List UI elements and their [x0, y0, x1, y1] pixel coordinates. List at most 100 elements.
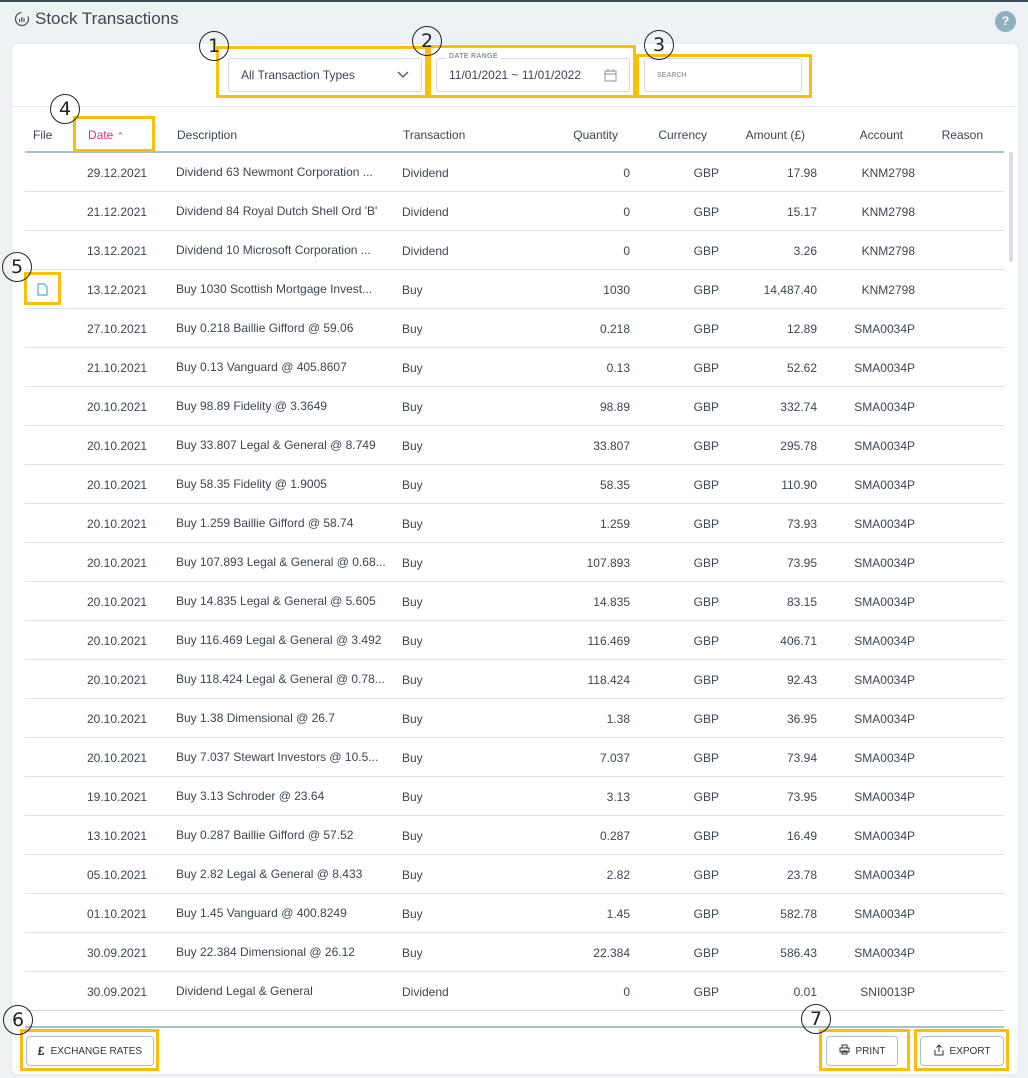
transaction-currency: GBP: [693, 283, 719, 297]
transaction-type: Buy: [402, 868, 423, 882]
transaction-quantity: 107.893: [586, 556, 630, 570]
table-row[interactable]: 05.10.2021 Buy 2.82 Legal & General @ 8.4…: [25, 855, 1004, 894]
table-scrollbar[interactable]: [1009, 152, 1013, 262]
transaction-type-select[interactable]: All Transaction Types: [228, 58, 422, 92]
transaction-type: Buy: [402, 517, 423, 531]
annotation-box-7b: [914, 1029, 1009, 1071]
transaction-date: 05.10.2021: [87, 868, 148, 882]
transaction-quantity: 0.287: [599, 829, 630, 843]
table-row[interactable]: 21.12.2021 Dividend 84 Royal Dutch Shell …: [25, 192, 1004, 231]
annotation-box-3: [636, 54, 812, 98]
transaction-quantity: 118.424: [587, 673, 631, 687]
transaction-currency: GBP: [693, 166, 719, 180]
pound-icon: £: [37, 1044, 45, 1058]
transaction-description: Buy 1.45 Vanguard @ 400.8249: [176, 905, 347, 920]
print-button[interactable]: PRINT: [826, 1036, 898, 1066]
table-row[interactable]: 13.12.2021 Buy 1030 Scottish Mortgage Inv…: [25, 270, 1004, 309]
column-amount[interactable]: Amount (£): [745, 128, 805, 142]
table-row[interactable]: 19.10.2021 Buy 3.13 Schroder @ 23.64 Buy 3.…: [25, 777, 1004, 816]
table-row[interactable]: 30.09.2021 Buy 22.384 Dimensional @ 26.12…: [25, 933, 1004, 972]
transaction-date: 20.10.2021: [87, 439, 148, 453]
table-row[interactable]: 13.12.2021 Dividend 10 Microsoft Corporat…: [25, 231, 1004, 270]
transaction-account: KNM2798: [861, 205, 915, 219]
transaction-account: SMA0034P: [854, 634, 915, 648]
transaction-currency: GBP: [693, 829, 719, 843]
column-account[interactable]: Account: [859, 128, 903, 142]
transaction-type: Buy: [402, 400, 423, 414]
transaction-amount: 73.93: [786, 517, 817, 531]
chevron-down-icon: [397, 71, 409, 78]
file-icon[interactable]: [37, 283, 48, 299]
transaction-date: 29.12.2021: [87, 166, 148, 180]
transaction-account: SMA0034P: [854, 361, 915, 375]
date-range-input[interactable]: DATE RANGE 11/01/2021 ~ 11/01/2022: [436, 53, 630, 92]
help-icon[interactable]: ?: [995, 11, 1016, 32]
transaction-date: 20.10.2021: [87, 556, 148, 570]
search-input[interactable]: SEARCH: [644, 58, 802, 92]
table-row[interactable]: 21.10.2021 Buy 0.13 Vanguard @ 405.8607 Bu…: [25, 348, 1004, 387]
transaction-amount: 92.43: [786, 673, 817, 687]
transaction-type: Buy: [402, 946, 423, 960]
export-button[interactable]: EXPORT: [920, 1036, 1004, 1066]
column-currency[interactable]: Currency: [658, 128, 707, 142]
transaction-date: 20.10.2021: [87, 400, 148, 414]
transaction-amount: 332.74: [780, 400, 817, 414]
transaction-date: 20.10.2021: [87, 712, 148, 726]
column-quantity[interactable]: Quantity: [573, 128, 618, 142]
transaction-date: 13.12.2021: [87, 244, 148, 258]
transaction-description: Buy 118.424 Legal & General @ 0.78...: [176, 671, 385, 686]
transaction-date: 13.12.2021: [87, 283, 148, 297]
transaction-account: SMA0034P: [854, 868, 915, 882]
filter-divider: [12, 106, 1018, 107]
transaction-type: Buy: [402, 634, 423, 648]
table-row[interactable]: 20.10.2021 Buy 1.259 Baillie Gifford @ 58…: [25, 504, 1004, 543]
table-row[interactable]: 20.10.2021 Buy 58.35 Fidelity @ 1.9005 Buy…: [25, 465, 1004, 504]
table-row[interactable]: 20.10.2021 Buy 118.424 Legal & General @ …: [25, 660, 1004, 699]
transaction-description: Buy 2.82 Legal & General @ 8.433: [176, 866, 363, 881]
annotation-number-7: 7: [801, 1004, 831, 1034]
table-row[interactable]: 27.10.2021 Buy 0.218 Baillie Gifford @ 59…: [25, 309, 1004, 348]
table-row[interactable]: 30.09.2021 Dividend Legal & General Divide…: [25, 972, 1004, 1011]
transaction-quantity: 1.259: [599, 517, 630, 531]
table-row[interactable]: 20.10.2021 Buy 33.807 Legal & General @ 8…: [25, 426, 1004, 465]
transaction-currency: GBP: [693, 517, 719, 531]
transaction-amount: 3.26: [793, 244, 817, 258]
transaction-amount: 14,487.40: [763, 283, 817, 297]
table-row[interactable]: 29.12.2021 Dividend 63 Newmont Corporatio…: [25, 153, 1004, 192]
column-reason[interactable]: Reason: [941, 128, 983, 142]
transaction-account: SMA0034P: [854, 322, 915, 336]
table-row[interactable]: 20.10.2021 Buy 116.469 Legal & General @ …: [25, 621, 1004, 660]
table-row[interactable]: 20.10.2021 Buy 14.835 Legal & General @ 5…: [25, 582, 1004, 621]
transaction-description: Buy 1.38 Dimensional @ 26.7: [176, 710, 335, 725]
table-row[interactable]: 01.10.2021 Buy 1.45 Vanguard @ 400.8249 Bu…: [25, 894, 1004, 933]
table-row[interactable]: 20.10.2021 Buy 98.89 Fidelity @ 3.3649 Buy…: [25, 387, 1004, 426]
transaction-currency: GBP: [693, 205, 719, 219]
annotation-box-7a: [819, 1029, 910, 1071]
transaction-currency: GBP: [693, 673, 719, 687]
transaction-description: Dividend 10 Microsoft Corporation ...: [176, 242, 371, 257]
transaction-description: Buy 0.13 Vanguard @ 405.8607: [176, 359, 347, 374]
calendar-icon[interactable]: [604, 68, 617, 82]
table-row[interactable]: 20.10.2021 Buy 1.38 Dimensional @ 26.7 Buy…: [25, 699, 1004, 738]
table-row[interactable]: 13.10.2021 Buy 0.287 Baillie Gifford @ 57…: [25, 816, 1004, 855]
table-row[interactable]: 20.10.2021 Buy 7.037 Stewart Investors @ …: [25, 738, 1004, 777]
transaction-quantity: 0: [623, 166, 630, 180]
transaction-amount: 16.49: [786, 829, 817, 843]
transaction-type: Buy: [402, 283, 423, 297]
transaction-type: Buy: [402, 322, 423, 336]
column-transaction[interactable]: Transaction: [403, 128, 466, 142]
column-file: File: [33, 128, 53, 142]
transaction-date: 20.10.2021: [87, 673, 148, 687]
column-description[interactable]: Description: [177, 128, 238, 142]
transaction-type: Buy: [402, 790, 423, 804]
exchange-rates-button[interactable]: £ EXCHANGE RATES: [26, 1036, 154, 1066]
transaction-account: SMA0034P: [854, 907, 915, 921]
annotation-box-1: [216, 46, 428, 98]
transaction-amount: 17.98: [786, 166, 817, 180]
table-row[interactable]: 20.10.2021 Buy 107.893 Legal & General @ …: [25, 543, 1004, 582]
transaction-type: Dividend: [402, 166, 449, 180]
transaction-account: SMA0034P: [854, 712, 915, 726]
column-date-sort[interactable]: Date ⌃: [88, 128, 124, 142]
transaction-type: Dividend: [402, 985, 449, 999]
annotation-number-1: 1: [199, 31, 229, 61]
